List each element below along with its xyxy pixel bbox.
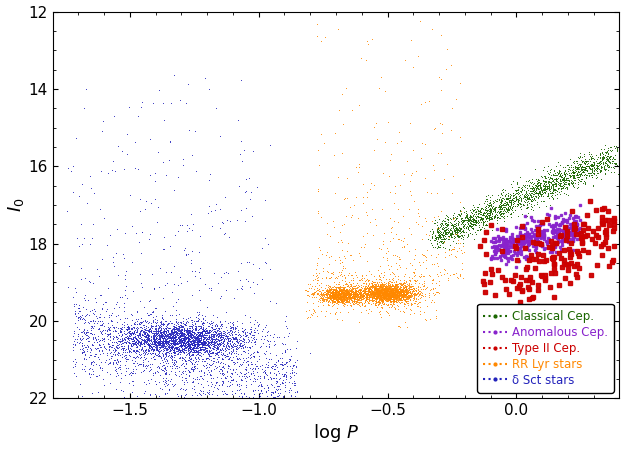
X-axis label: log $P$: log $P$ (313, 423, 359, 445)
Y-axis label: $I_0$: $I_0$ (6, 198, 26, 212)
Legend: Classical Cep., Anomalous Cep., Type II Cep., RR Lyr stars, δ Sct stars: Classical Cep., Anomalous Cep., Type II … (478, 304, 614, 392)
